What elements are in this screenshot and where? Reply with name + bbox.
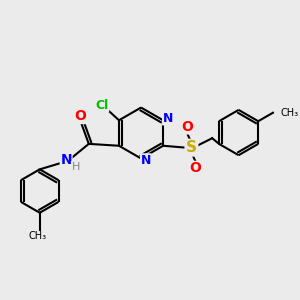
Text: N: N — [60, 153, 72, 167]
Text: H: H — [71, 161, 80, 172]
Text: S: S — [186, 140, 197, 155]
Text: N: N — [141, 154, 151, 167]
Text: O: O — [74, 110, 86, 124]
Text: N: N — [163, 112, 173, 125]
Text: CH₃: CH₃ — [280, 108, 298, 118]
Text: O: O — [189, 161, 201, 176]
Text: CH₃: CH₃ — [29, 231, 47, 242]
Text: O: O — [182, 120, 194, 134]
Text: Cl: Cl — [95, 99, 109, 112]
